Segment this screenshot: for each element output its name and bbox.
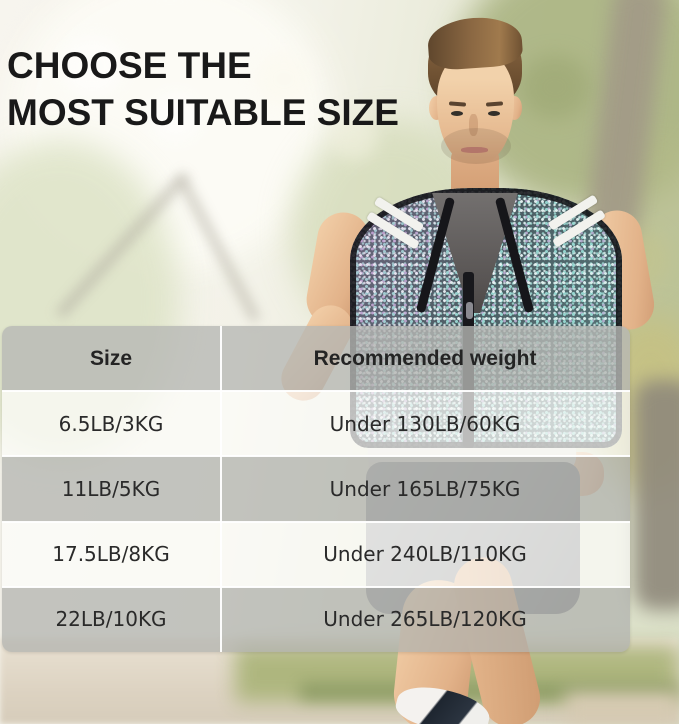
- row-divider: [2, 390, 630, 393]
- row-divider: [2, 455, 630, 458]
- column-divider: [220, 326, 222, 652]
- table-cell-recommended-weight: Under 265LB/120KG: [220, 586, 630, 652]
- table-cell-recommended-weight: Under 165LB/75KG: [220, 456, 630, 522]
- light-bokeh: [330, 115, 378, 161]
- tree-trunk: [634, 380, 679, 610]
- table-cell-recommended-weight: Under 240LB/110KG: [220, 521, 630, 587]
- light-bokeh: [150, 92, 202, 142]
- runner-hair-sweep: [426, 14, 524, 72]
- light-bokeh: [255, 52, 313, 106]
- runner-eye: [451, 111, 463, 116]
- light-bokeh: [520, 55, 590, 119]
- runner-stubble: [441, 128, 511, 164]
- table-header-size: Size: [2, 326, 220, 392]
- path-corner: [565, 692, 679, 724]
- runner-nose-shadow: [469, 114, 478, 136]
- table-cell-size: 17.5LB/8KG: [2, 521, 220, 587]
- size-table: Size Recommended weight 6.5LB/3KG Under …: [2, 326, 630, 652]
- runner-mouth: [461, 147, 488, 153]
- headline-line1: CHOOSE THE: [7, 45, 252, 86]
- runner-eye: [488, 111, 500, 116]
- table-cell-size: 22LB/10KG: [2, 586, 220, 652]
- zipper-pull: [466, 302, 473, 319]
- row-divider: [2, 585, 630, 588]
- table-header-recommended-weight: Recommended weight: [220, 326, 630, 392]
- table-cell-recommended-weight: Under 130LB/60KG: [220, 391, 630, 457]
- light-bokeh: [60, 36, 124, 96]
- headline: CHOOSE THE MOST SUITABLE SIZE: [7, 42, 399, 136]
- table-cell-size: 11LB/5KG: [2, 456, 220, 522]
- row-divider: [2, 520, 630, 523]
- table-cell-size: 6.5LB/3KG: [2, 391, 220, 457]
- headline-line2: MOST SUITABLE SIZE: [7, 92, 399, 133]
